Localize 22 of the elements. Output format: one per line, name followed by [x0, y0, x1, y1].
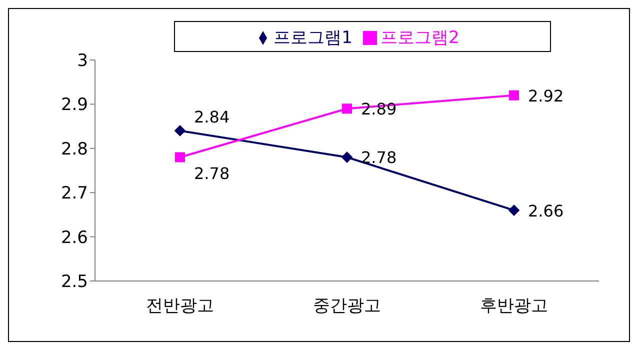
- y-tick-label: 2.9: [60, 95, 88, 116]
- point: [342, 152, 352, 163]
- point: [509, 90, 519, 100]
- y-tick-label: 3: [77, 51, 88, 72]
- point: [508, 204, 520, 216]
- data-label: 2.78: [361, 148, 397, 168]
- point: [175, 152, 185, 162]
- point: [174, 125, 186, 136]
- point: [342, 104, 352, 114]
- x-tick-label: 중간광고: [313, 296, 381, 316]
- y-tick-label: 2.7: [60, 184, 88, 204]
- y-tick-label: 2.8: [60, 139, 88, 160]
- y-tick-label: 2.5: [60, 272, 88, 292]
- legend-label: 프로그램1: [274, 28, 352, 48]
- x-tick-label: 후반광고: [480, 296, 548, 316]
- data-label: 2.78: [194, 164, 230, 184]
- data-label: 2.92: [528, 86, 564, 106]
- y-tick-label: 2.6: [60, 228, 88, 248]
- data-label: 2.84: [194, 108, 230, 127]
- x-tick-label: 전반광고: [146, 296, 214, 316]
- legend-label: 프로그램2: [380, 28, 460, 48]
- data-label: 2.66: [528, 201, 564, 220]
